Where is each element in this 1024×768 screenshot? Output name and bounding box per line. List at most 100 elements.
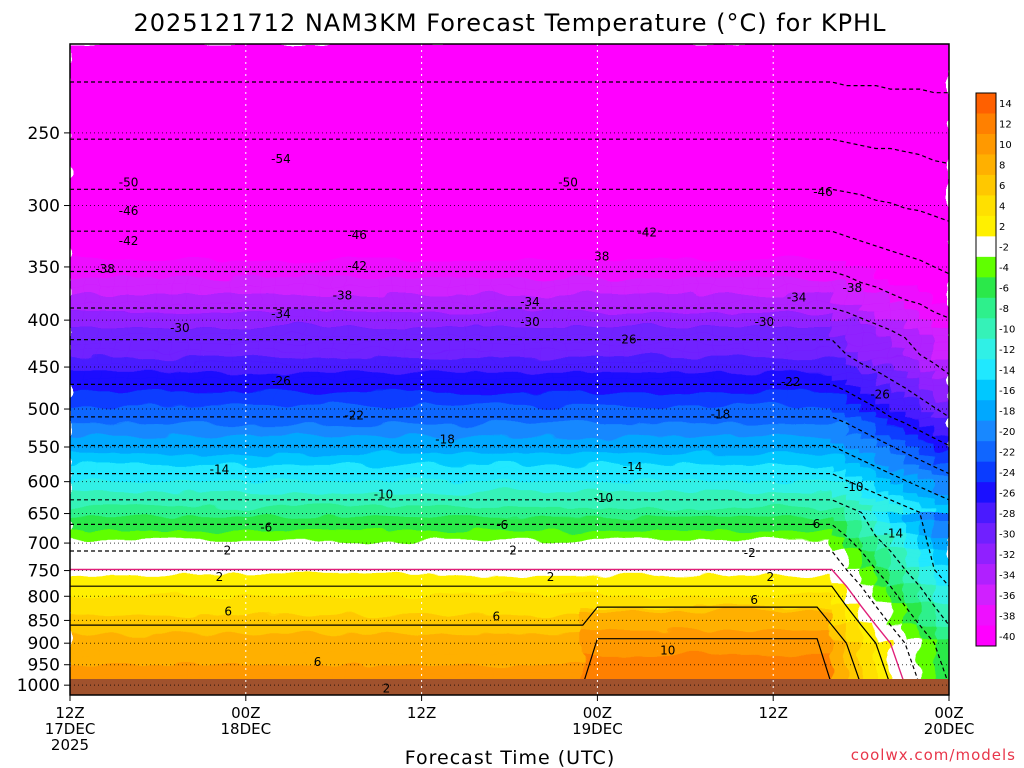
temperature-cell bbox=[465, 129, 481, 143]
temperature-cell bbox=[626, 668, 642, 673]
temperature-cell bbox=[435, 481, 452, 488]
temperature-cell bbox=[216, 661, 232, 667]
temperature-cell bbox=[611, 674, 628, 680]
temperature-cell bbox=[289, 385, 305, 394]
temperature-cell bbox=[714, 464, 730, 472]
temperature-cell bbox=[670, 303, 686, 313]
temperature-cell bbox=[509, 486, 525, 493]
temperature-cell bbox=[728, 475, 745, 483]
temperature-cell bbox=[142, 327, 159, 337]
temperature-cell bbox=[728, 651, 745, 656]
temperature-cell bbox=[465, 177, 481, 190]
temperature-cell bbox=[670, 626, 686, 632]
temperature-cell bbox=[714, 240, 730, 252]
temperature-cell bbox=[714, 516, 730, 523]
temperature-cell bbox=[758, 44, 774, 61]
temperature-cell bbox=[347, 165, 364, 179]
temperature-cell bbox=[230, 250, 247, 261]
temperature-cell bbox=[596, 364, 613, 373]
temperature-cell bbox=[421, 654, 437, 660]
temperature-cell bbox=[274, 658, 291, 663]
temperature-cell bbox=[70, 674, 86, 680]
temperature-cell bbox=[684, 364, 701, 373]
temperature-cell bbox=[377, 210, 393, 222]
temperature-cell bbox=[245, 259, 261, 270]
temperature-cell bbox=[670, 102, 686, 118]
temperature-cell bbox=[406, 506, 423, 513]
temperature-cell bbox=[289, 611, 305, 617]
temperature-cell bbox=[142, 491, 159, 498]
temperature-cell bbox=[201, 250, 217, 261]
temperature-cell bbox=[538, 417, 554, 426]
temperature-cell bbox=[538, 59, 554, 76]
temperature-cell bbox=[230, 644, 247, 649]
temperature-cell bbox=[318, 611, 335, 617]
temperature-cell bbox=[128, 453, 144, 461]
temperature-cell bbox=[347, 141, 364, 156]
temperature-cell bbox=[538, 398, 554, 407]
temperature-cell bbox=[479, 464, 496, 472]
temperature-cell bbox=[655, 342, 672, 352]
temperature-cell bbox=[421, 430, 437, 438]
temperature-cell bbox=[303, 591, 320, 597]
temperature-cell bbox=[318, 579, 335, 585]
temperature-cell bbox=[596, 587, 613, 593]
temperature-cell bbox=[98, 385, 115, 394]
temperature-cell bbox=[450, 240, 467, 252]
temperature-cell bbox=[274, 436, 291, 444]
temperature-cell bbox=[98, 277, 115, 288]
temperature-cell bbox=[216, 364, 232, 373]
temperature-cell bbox=[509, 521, 525, 528]
temperature-cell bbox=[172, 392, 188, 400]
temperature-cell bbox=[406, 364, 423, 373]
temperature-cell bbox=[699, 668, 716, 673]
temperature-cell bbox=[479, 319, 496, 329]
temperature-cell bbox=[172, 511, 188, 518]
temperature-cell bbox=[640, 647, 657, 653]
temperature-cell bbox=[699, 607, 716, 613]
temperature-cell bbox=[259, 459, 276, 466]
temperature-cell bbox=[728, 630, 745, 635]
temperature-cell bbox=[377, 165, 393, 179]
temperature-cell bbox=[421, 668, 437, 673]
temperature-cell bbox=[596, 595, 613, 601]
temperature-cell bbox=[172, 311, 188, 321]
temperature-cell bbox=[450, 647, 467, 653]
temperature-cell bbox=[494, 220, 510, 232]
temperature-cell bbox=[318, 491, 335, 498]
temperature-cell bbox=[230, 59, 247, 76]
temperature-cell bbox=[479, 640, 496, 646]
temperature-cell bbox=[435, 141, 452, 156]
temperature-cell bbox=[494, 88, 510, 104]
temperature-cell bbox=[611, 371, 628, 380]
temperature-cell bbox=[406, 481, 423, 488]
temperature-cell bbox=[465, 268, 481, 279]
temperature-cell bbox=[626, 453, 642, 461]
temperature-cell bbox=[611, 102, 628, 118]
temperature-cell bbox=[391, 615, 408, 620]
temperature-cell bbox=[201, 615, 217, 620]
temperature-cell bbox=[70, 102, 86, 118]
temperature-cell bbox=[758, 603, 774, 609]
temperature-cell bbox=[772, 436, 789, 444]
temperature-cell bbox=[391, 531, 408, 537]
temperature-cell bbox=[318, 411, 335, 419]
temperature-cell bbox=[684, 230, 701, 242]
temperature-cell bbox=[259, 637, 276, 642]
temperature-cell bbox=[567, 188, 584, 201]
temperature-cell bbox=[772, 210, 789, 222]
temperature-cell bbox=[640, 633, 657, 639]
temperature-cell bbox=[699, 516, 716, 523]
temperature-cell bbox=[728, 626, 745, 632]
temperature-cell bbox=[274, 154, 291, 167]
temperature-cell bbox=[611, 611, 628, 617]
temperature-cell bbox=[567, 591, 584, 597]
temperature-cell bbox=[362, 453, 379, 461]
temperature-cell bbox=[70, 665, 86, 670]
temperature-cell bbox=[538, 453, 554, 461]
temperature-cell bbox=[186, 553, 203, 560]
temperature-cell bbox=[743, 516, 760, 523]
temperature-cell bbox=[450, 385, 467, 394]
temperature-cell bbox=[758, 651, 774, 656]
temperature-cell bbox=[538, 447, 554, 455]
